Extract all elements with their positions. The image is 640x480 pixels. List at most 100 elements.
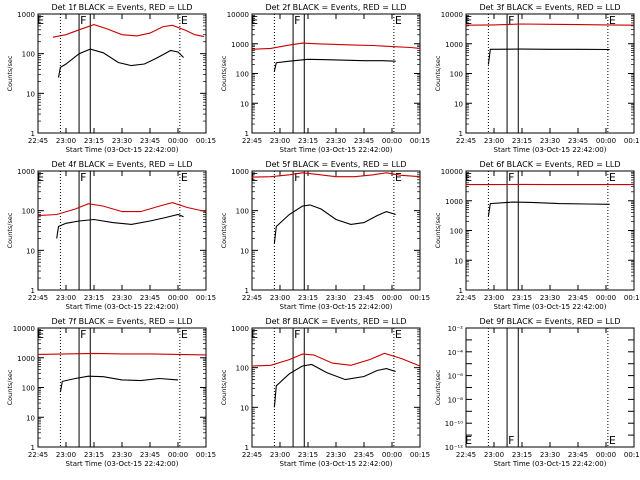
plot-4-ylabel: Counts/sec	[6, 212, 14, 248]
detector-plot-9: Det 9f BLACK = Events, RED = LLD 10⁻¹² 10⁻…	[434, 317, 640, 468]
plot-8-marker-e: E	[251, 328, 258, 341]
plot-7-xtick-label: 00:15	[196, 451, 216, 459]
plot-1-marker-e: E	[181, 14, 188, 27]
plot-8-xtick-label: 23:00	[270, 451, 290, 459]
plot-9-xtick-label: 00:00	[596, 451, 616, 459]
plot-1-xtick-label: 23:30	[112, 137, 132, 145]
plot-6-ytick-label: 1	[459, 287, 463, 295]
plot-3-ylabel: Counts/sec	[434, 55, 442, 91]
plot-2-ytick-label: 100	[236, 71, 249, 79]
plot-8-xtick-label: 00:15	[410, 451, 430, 459]
plot-6-marker-e: E	[465, 171, 472, 184]
plot-8-title: Det 8f BLACK = Events, RED = LLD	[265, 317, 406, 326]
plot-7-ytick-label: 1000	[17, 355, 35, 363]
plot-1-xtick-label: 00:00	[168, 137, 188, 145]
plot-6-ytick-label: 10000	[441, 168, 463, 176]
detector-plot-6: Det 6f BLACK = Events, RED = LLD 1 10 100 10…	[434, 160, 640, 311]
plot-9-ytick-label: 10⁻¹²	[445, 444, 463, 452]
plot-3-xtick-label: 23:15	[512, 137, 532, 145]
plot-8-xlabel: Start Time (03-Oct-15 22:42:00)	[280, 460, 393, 468]
plot-9-xtick-label: 00:15	[624, 451, 640, 459]
detector-plot-3: Det 3f BLACK = Events, RED = LLD 1 10 100 10…	[434, 3, 640, 154]
plot-3-title: Det 3f BLACK = Events, RED = LLD	[479, 3, 620, 12]
plot-6-ytick-label: 100	[450, 228, 463, 236]
plot-6-frame	[465, 170, 635, 291]
plot-5-ytick-label: 10	[240, 247, 249, 255]
plot-7-marker-f: F	[80, 328, 86, 341]
plot-2-frame	[251, 13, 421, 134]
plot-7-xtick-label: 00:00	[168, 451, 188, 459]
plot-2-xtick-label: 00:15	[410, 137, 430, 145]
plot-6-xtick-label: 23:15	[512, 294, 532, 302]
plot-1-marker-e: E	[37, 14, 44, 27]
plot-1-ytick-label: 1000	[17, 11, 35, 19]
plot-9-marker-e: E	[465, 434, 472, 447]
plot-2-xtick-label: 23:00	[270, 137, 290, 145]
plot-4-series-lld-line	[37, 202, 207, 217]
plot-1-ytick-label: 10	[26, 90, 35, 98]
plot-8-series-events-line	[273, 363, 396, 408]
plot-4-marker-e: E	[37, 171, 44, 184]
plot-8-ytick-label: 1	[245, 444, 249, 452]
plot-1-xtick-label: 22:45	[28, 137, 48, 145]
plot-3-ytick-label: 1	[459, 130, 463, 138]
plot-2-xlabel: Start Time (03-Oct-15 22:42:00)	[280, 146, 393, 154]
plot-2-xtick-label: 22:45	[242, 137, 262, 145]
plot-9-ytick-label: 10⁻¹⁰	[445, 420, 463, 428]
plot-8-ytick-label: 1000	[231, 325, 249, 333]
plot-6-xtick-label: 00:15	[624, 294, 640, 302]
plot-1-xtick-label: 23:15	[84, 137, 104, 145]
plot-6-xtick-label: 23:30	[540, 294, 560, 302]
plot-2-marker-e: E	[251, 14, 258, 27]
detector-plot-5: Det 5f BLACK = Events, RED = LLD 1 10 100 10…	[220, 160, 430, 311]
plot-2-xtick-label: 23:45	[354, 137, 374, 145]
plot-3-marker-e: E	[465, 14, 472, 27]
plot-9-title: Det 9f BLACK = Events, RED = LLD	[479, 317, 620, 326]
plot-1-ylabel: Counts/sec	[6, 55, 14, 91]
plot-3-marker-e: E	[609, 14, 616, 27]
plot-2-marker-f: F	[294, 14, 300, 27]
plot-4-xtick-label: 00:15	[196, 294, 216, 302]
plot-7-series-lld-line	[37, 352, 207, 356]
plot-1-xlabel: Start Time (03-Oct-15 22:42:00)	[66, 146, 179, 154]
plot-2-series-events-line	[273, 58, 396, 72]
plot-4-xtick-label: 23:15	[84, 294, 104, 302]
plot-8-ytick-label: 100	[236, 365, 249, 373]
plot-3-series-lld-line	[465, 23, 635, 26]
plot-6-ytick-label: 10	[454, 257, 463, 265]
plot-3-series-events-line	[487, 48, 610, 65]
plot-6-marker-e: E	[609, 171, 616, 184]
plot-7-ytick-label: 10000	[13, 325, 35, 333]
plot-4-ytick-label: 10	[26, 247, 35, 255]
plot-3-ytick-label: 100	[450, 71, 463, 79]
plot-2-ytick-label: 1	[245, 130, 249, 138]
plot-3-xtick-label: 22:45	[456, 137, 476, 145]
plot-1-series-lld-line	[52, 24, 205, 38]
plot-2-ytick-label: 10000	[227, 11, 249, 19]
plot-9-xtick-label: 23:00	[484, 451, 504, 459]
plot-5-title: Det 5f BLACK = Events, RED = LLD	[265, 160, 406, 169]
plot-2-ytick-label: 1000	[231, 41, 249, 49]
plot-3-xtick-label: 23:00	[484, 137, 504, 145]
plot-6-title: Det 6f BLACK = Events, RED = LLD	[479, 160, 620, 169]
plot-9-marker-e: E	[609, 434, 616, 447]
detector-plot-1: Det 1f BLACK = Events, RED = LLD 1 10 100 10…	[6, 3, 216, 154]
plot-5-ytick-label: 1000	[231, 168, 249, 176]
plot-5-ytick-label: 100	[236, 208, 249, 216]
plot-4-xtick-label: 22:45	[28, 294, 48, 302]
plot-6-marker-f: F	[508, 171, 514, 184]
plot-4-xlabel: Start Time (03-Oct-15 22:42:00)	[66, 303, 179, 311]
plot-3-marker-f: F	[508, 14, 514, 27]
plot-4-ytick-label: 100	[22, 208, 35, 216]
plot-5-xtick-label: 23:45	[354, 294, 374, 302]
plot-4-xtick-label: 23:45	[140, 294, 160, 302]
plot-3-xtick-label: 23:45	[568, 137, 588, 145]
plot-9-ytick-label: 10⁻⁴	[448, 349, 464, 357]
plot-5-xtick-label: 23:00	[270, 294, 290, 302]
plot-6-xlabel: Start Time (03-Oct-15 22:42:00)	[494, 303, 607, 311]
plot-2-xtick-label: 23:30	[326, 137, 346, 145]
plot-4-xtick-label: 23:30	[112, 294, 132, 302]
plot-3-xtick-label: 00:00	[596, 137, 616, 145]
